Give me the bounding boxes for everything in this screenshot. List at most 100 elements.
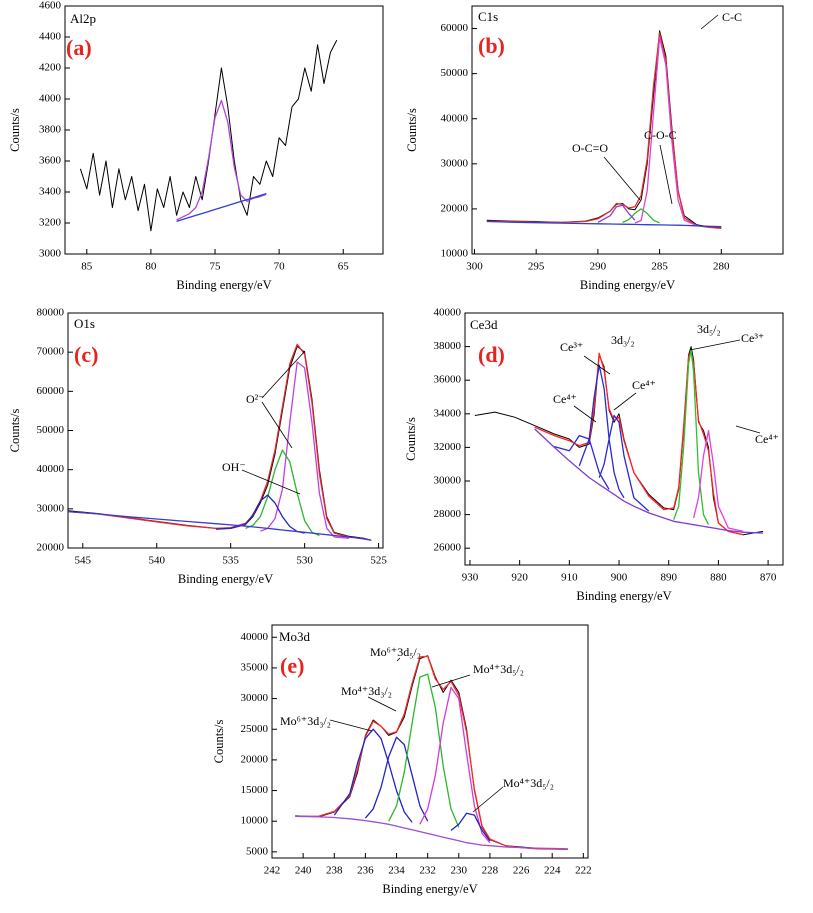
y-tick-label: 4400 — [39, 31, 62, 43]
y-tick-label: 30000 — [434, 475, 462, 487]
leader-line — [472, 786, 504, 813]
x-tick-label: 65 — [338, 261, 350, 273]
peak-annotation: Mo⁴⁺3d₃/₂ — [341, 684, 392, 698]
x-axis-title: Binding energy/eV — [576, 589, 671, 603]
x-axis-title: Binding energy/eV — [580, 278, 675, 292]
y-tick-label: 60000 — [37, 385, 65, 397]
spectrum-line — [598, 414, 650, 512]
leader-line — [735, 425, 761, 434]
y-axis-title: Counts/s — [405, 108, 419, 152]
peak-annotation: C-O-C — [644, 128, 677, 142]
spectrum-line — [176, 192, 267, 223]
peak-annotation: Ce³⁺ — [560, 340, 583, 354]
peak-annotation: Ce³⁺ — [741, 331, 764, 345]
y-tick-label: 38000 — [434, 340, 462, 352]
x-tick-label: 870 — [760, 572, 777, 584]
x-tick-label: 545 — [75, 555, 92, 567]
y-axis-title: Counts/s — [8, 108, 22, 152]
y-axis-title: Counts/s — [212, 719, 226, 763]
y-tick-label: 40000 — [434, 307, 462, 319]
spectrum-line — [245, 449, 320, 537]
y-axis-title: Counts/s — [8, 408, 22, 452]
y-tick-label: 20000 — [241, 753, 269, 765]
peak-annotation: Mo⁶⁺3d₃/₂ — [280, 714, 331, 728]
peak-annotation: Mo⁶⁺3d₅/₂ — [370, 645, 421, 659]
leader-line — [329, 719, 373, 732]
spectrum-line — [486, 30, 722, 229]
peak-annotation: O-C=O — [572, 141, 608, 155]
leader-line — [261, 401, 293, 449]
y-tick-label: 50000 — [37, 424, 65, 436]
spectrum-line — [486, 32, 722, 229]
leader-line — [613, 392, 637, 411]
peak-annotation: Ce⁴⁺ — [632, 378, 656, 392]
y-tick-label: 28000 — [434, 508, 462, 520]
x-tick-label: 240 — [295, 865, 312, 877]
y-tick-label: 3200 — [39, 217, 62, 229]
x-tick-label: 234 — [388, 865, 405, 877]
spectrum-line — [634, 36, 697, 227]
y-tick-label: 3600 — [39, 155, 62, 167]
y-tick-label: 26000 — [434, 542, 462, 554]
x-tick-label: 285 — [651, 261, 668, 273]
x-tick-label: 80 — [145, 261, 157, 273]
x-tick-label: 280 — [713, 261, 730, 273]
leader-line — [573, 405, 597, 423]
spectrum-line — [260, 361, 350, 539]
spectrum-line — [67, 343, 372, 541]
plot-frame — [67, 312, 384, 549]
spectrum-line — [622, 208, 660, 224]
x-tick-label: 900 — [611, 572, 628, 584]
leader-line — [583, 355, 611, 375]
panel-label: (a) — [66, 35, 92, 60]
y-tick-label: 20000 — [37, 542, 65, 554]
y-tick-label: 36000 — [434, 374, 462, 386]
panel-tag: Ce3d — [470, 317, 498, 332]
leader-line — [261, 350, 306, 399]
y-axis-title: Counts/s — [404, 417, 418, 461]
spectrum-line — [578, 364, 625, 499]
x-tick-label: 242 — [264, 865, 281, 877]
peak-annotation: Mo⁴⁺3d₅/₂ — [503, 776, 554, 790]
x-tick-label: 930 — [462, 572, 479, 584]
x-tick-label: 232 — [419, 865, 436, 877]
x-tick-label: 530 — [296, 555, 313, 567]
spectrum-line — [474, 346, 764, 536]
x-tick-label: 224 — [544, 865, 561, 877]
x-axis-title: Binding energy/eV — [382, 882, 477, 896]
x-tick-label: 238 — [326, 865, 343, 877]
y-tick-label: 60000 — [441, 22, 469, 34]
y-tick-label: 40000 — [441, 112, 469, 124]
y-tick-label: 30000 — [241, 692, 269, 704]
leader-line — [689, 339, 741, 351]
y-tick-label: 40000 — [37, 463, 65, 475]
x-tick-label: 880 — [710, 572, 727, 584]
x-tick-label: 70 — [274, 261, 286, 273]
y-tick-label: 10000 — [441, 248, 469, 260]
spectrum-line — [554, 434, 610, 490]
panel-tag: C1s — [478, 9, 498, 24]
leader-line — [241, 469, 301, 495]
y-tick-label: 4000 — [39, 93, 62, 105]
y-tick-label: 5000 — [246, 845, 269, 857]
panel-label: (b) — [478, 33, 505, 58]
peak-annotation: 3d₃/₂ — [611, 333, 635, 347]
x-tick-label: 295 — [528, 261, 545, 273]
peak-annotation: Mo⁴⁺3d₅/₂ — [473, 662, 524, 676]
y-tick-label: 3000 — [39, 248, 62, 260]
leader-line — [659, 144, 673, 205]
y-tick-label: 3800 — [39, 124, 62, 136]
y-tick-label: 25000 — [241, 723, 269, 735]
panel-tag: O1s — [74, 316, 95, 331]
peak-annotation: C-C — [722, 10, 742, 24]
panel-tag: Mo3d — [279, 629, 311, 644]
x-tick-label: 535 — [222, 555, 239, 567]
spectrum-line — [419, 686, 491, 844]
spectrum-line — [597, 204, 636, 223]
x-tick-label: 290 — [590, 261, 607, 273]
x-tick-label: 85 — [81, 261, 93, 273]
x-tick-label: 540 — [148, 555, 165, 567]
spectrum-line — [486, 220, 722, 228]
panel-label: (d) — [478, 342, 505, 367]
